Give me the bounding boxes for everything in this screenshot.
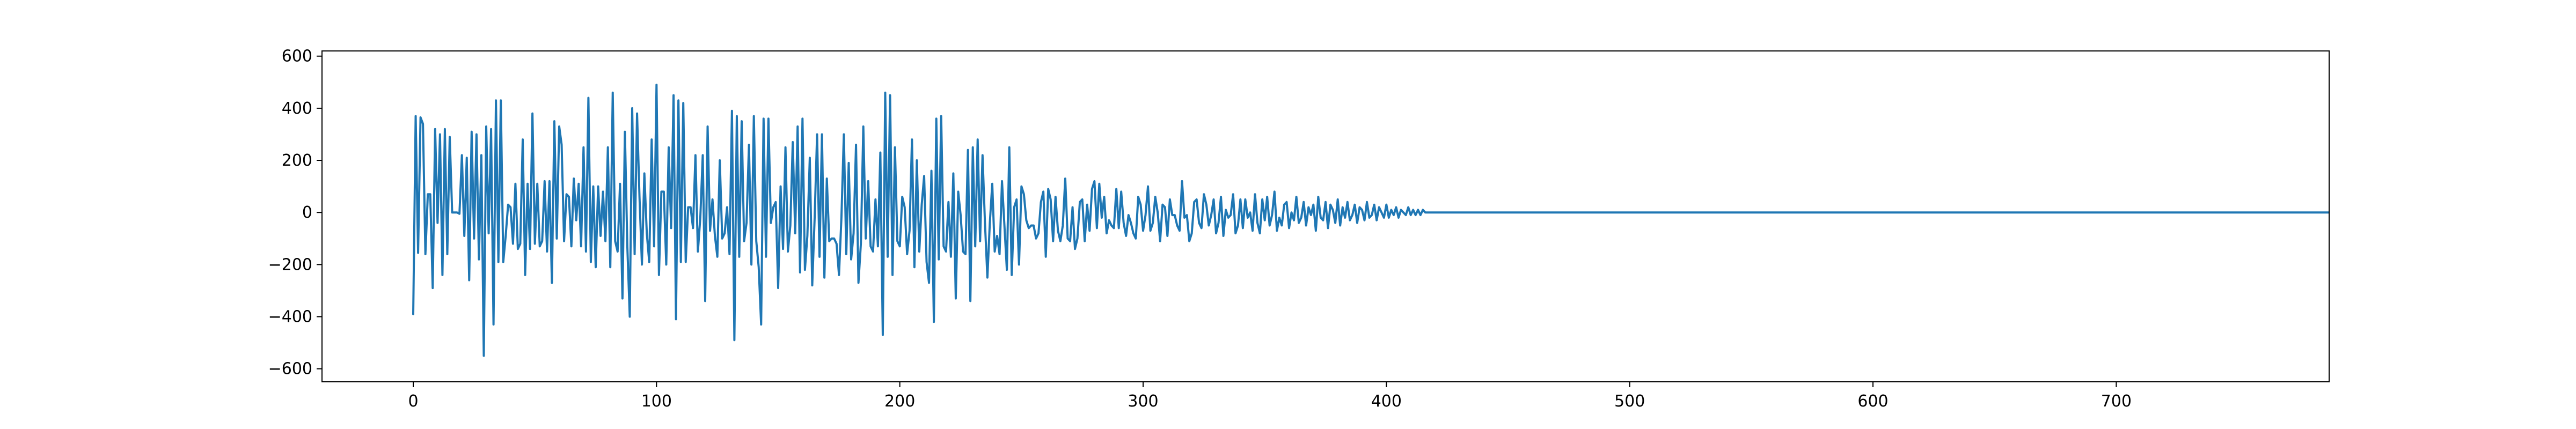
x-tick-label: 400 xyxy=(1371,392,1402,411)
y-axis: −600 −400 −200 0 200 400 600 xyxy=(268,47,322,379)
y-tick-label: 600 xyxy=(282,47,312,66)
y-tick-label: −200 xyxy=(268,255,312,274)
y-tick-label: 200 xyxy=(282,151,312,170)
y-tick-label: 0 xyxy=(302,203,312,222)
axes-frame xyxy=(321,50,2330,382)
plot-area xyxy=(412,84,2329,357)
x-tick-label: 100 xyxy=(641,392,672,411)
x-tick-label: 500 xyxy=(1614,392,1645,411)
x-axis: 0 100 200 300 400 500 600 700 xyxy=(408,382,2132,411)
x-tick-label: 300 xyxy=(1128,392,1158,411)
series-line-0 xyxy=(412,84,2329,357)
y-tick-label: −400 xyxy=(268,308,312,327)
x-tick-label: 700 xyxy=(2101,392,2132,411)
y-tick-label: −600 xyxy=(268,360,312,379)
y-tick-label: 400 xyxy=(282,99,312,118)
x-tick-label: 0 xyxy=(408,392,418,411)
x-tick-label: 200 xyxy=(884,392,915,411)
x-tick-label: 600 xyxy=(1857,392,1888,411)
